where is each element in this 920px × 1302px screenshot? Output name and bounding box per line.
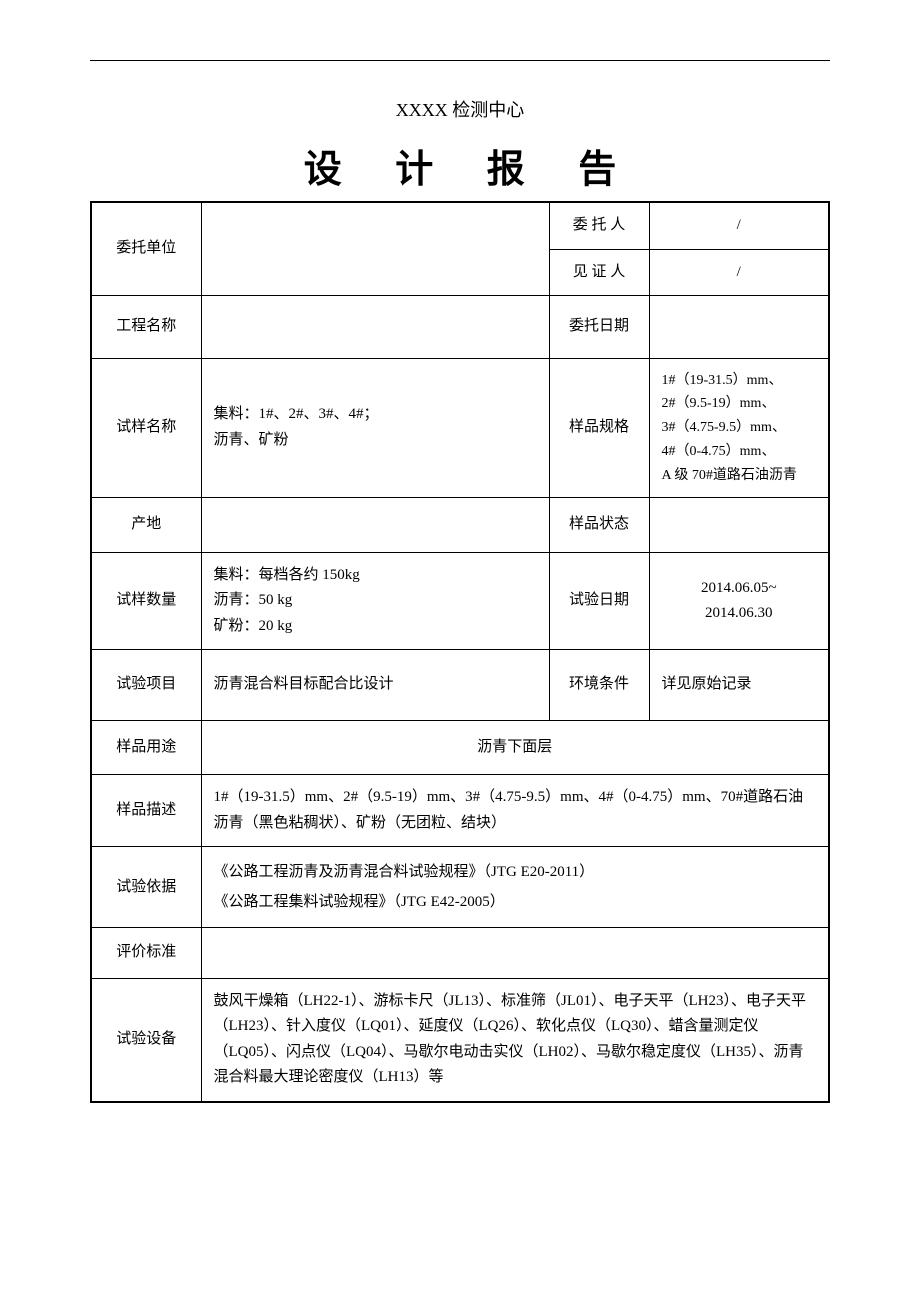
value-ypms: 1#（19-31.5）mm、2#（9.5-19）mm、3#（4.75-9.5）m… [201, 775, 829, 847]
table-row: 产地 样品状态 [91, 498, 829, 553]
label-ypgg: 样品规格 [549, 358, 649, 498]
table-row: 委托单位 委 托 人 / [91, 202, 829, 249]
header-divider [90, 60, 830, 61]
value-symc: 集料：1#、2#、3#、4#；沥青、矿粉 [201, 358, 549, 498]
value-cd [201, 498, 549, 553]
report-table: 委托单位 委 托 人 / 见 证 人 / 工程名称 委托日期 试样名称 集料：1… [90, 201, 830, 1103]
label-ypzt: 样品状态 [549, 498, 649, 553]
label-ypms: 样品描述 [91, 775, 201, 847]
label-pjbz: 评价标准 [91, 928, 201, 979]
value-syyj: 《公路工程沥青及沥青混合料试验规程》（JTG E20-2011）《公路工程集料试… [201, 847, 829, 928]
value-wtr: / [649, 202, 829, 249]
label-sysl: 试样数量 [91, 552, 201, 650]
value-gcmc [201, 296, 549, 359]
label-symc: 试样名称 [91, 358, 201, 498]
label-hjtj: 环境条件 [549, 650, 649, 721]
value-hjtj: 详见原始记录 [649, 650, 829, 721]
table-row: 样品描述 1#（19-31.5）mm、2#（9.5-19）mm、3#（4.75-… [91, 775, 829, 847]
value-ypgg: 1#（19-31.5）mm、2#（9.5-19）mm、3#（4.75-9.5）m… [649, 358, 829, 498]
value-jzr: / [649, 249, 829, 296]
label-wtrq: 委托日期 [549, 296, 649, 359]
value-syrq: 2014.06.05~2014.06.30 [649, 552, 829, 650]
table-row: 评价标准 [91, 928, 829, 979]
value-ypzt [649, 498, 829, 553]
label-gcmc: 工程名称 [91, 296, 201, 359]
label-sysb: 试验设备 [91, 978, 201, 1102]
value-ypyt: 沥青下面层 [201, 720, 829, 775]
label-wtdw: 委托单位 [91, 202, 201, 296]
label-cd: 产地 [91, 498, 201, 553]
label-wtr: 委 托 人 [549, 202, 649, 249]
value-sysb: 鼓风干燥箱（LH22-1）、游标卡尺（JL13）、标准筛（JL01）、电子天平（… [201, 978, 829, 1102]
value-pjbz [201, 928, 829, 979]
label-syrq: 试验日期 [549, 552, 649, 650]
value-syxm: 沥青混合料目标配合比设计 [201, 650, 549, 721]
label-ypyt: 样品用途 [91, 720, 201, 775]
value-wtrq [649, 296, 829, 359]
label-syxm: 试验项目 [91, 650, 201, 721]
report-title: 设 计 报 告 [90, 138, 830, 193]
table-row: 样品用途 沥青下面层 [91, 720, 829, 775]
table-row: 试验设备 鼓风干燥箱（LH22-1）、游标卡尺（JL13）、标准筛（JL01）、… [91, 978, 829, 1102]
value-wtdw [201, 202, 549, 296]
label-syyj: 试验依据 [91, 847, 201, 928]
table-row: 工程名称 委托日期 [91, 296, 829, 359]
table-row: 试样名称 集料：1#、2#、3#、4#；沥青、矿粉 样品规格 1#（19-31.… [91, 358, 829, 498]
value-sysl: 集料：每档各约 150kg沥青：50 kg矿粉：20 kg [201, 552, 549, 650]
label-jzr: 见 证 人 [549, 249, 649, 296]
center-name: XXXX 检测中心 [90, 96, 830, 122]
table-row: 试样数量 集料：每档各约 150kg沥青：50 kg矿粉：20 kg 试验日期 … [91, 552, 829, 650]
table-row: 试验依据 《公路工程沥青及沥青混合料试验规程》（JTG E20-2011）《公路… [91, 847, 829, 928]
table-row: 试验项目 沥青混合料目标配合比设计 环境条件 详见原始记录 [91, 650, 829, 721]
